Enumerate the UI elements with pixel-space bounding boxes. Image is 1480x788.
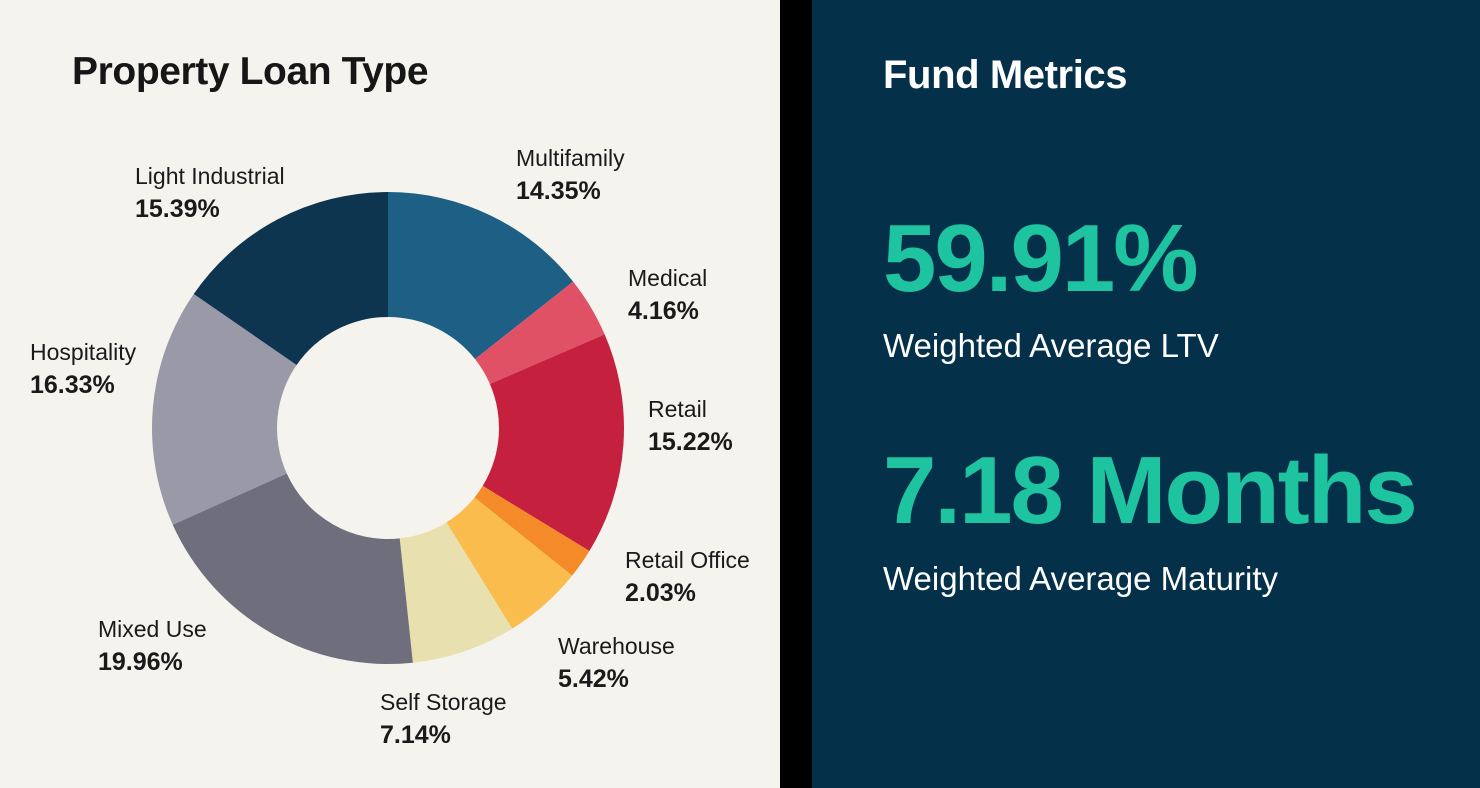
- slice-label-retail: Retail 15.22%: [648, 397, 733, 455]
- metric-label-weighted-average-maturity: Weighted Average Maturity: [883, 560, 1279, 597]
- slice-label-value: 19.96%: [98, 648, 183, 676]
- slice-label-value: 16.33%: [30, 371, 115, 399]
- slice-label-medical: Medical 4.16%: [628, 266, 707, 324]
- donut-segment-retail: [482, 334, 625, 552]
- slice-label-value: 7.14%: [380, 721, 451, 749]
- slice-label-name: Medical: [628, 265, 708, 291]
- slice-label-name: Retail Office: [625, 547, 750, 573]
- slice-label-value: 15.22%: [648, 428, 733, 456]
- panel-divider: [780, 0, 812, 788]
- slice-label-value: 15.39%: [135, 195, 220, 223]
- slice-label-retail-office: Retail Office 2.03%: [625, 548, 750, 606]
- metric-label-weighted-average-ltv: Weighted Average LTV: [883, 327, 1219, 364]
- donut-segment-medical: [475, 281, 605, 384]
- metric-value-weighted-average-maturity: 7.18 Months: [883, 437, 1418, 544]
- slice-label-name: Retail: [648, 396, 707, 422]
- donut-segment-self-storage: [399, 522, 513, 663]
- donut-segment-multifamily: [388, 192, 574, 360]
- donut-segment-mixed-use: [172, 473, 413, 665]
- donut-segment-light-industrial: [193, 192, 388, 365]
- slice-label-name: Hospitality: [30, 339, 137, 365]
- slice-label-name: Self Storage: [380, 689, 507, 715]
- slice-label-value: 4.16%: [628, 297, 699, 325]
- metric-value-weighted-average-ltv: 59.91%: [883, 205, 1199, 312]
- slice-label-value: 2.03%: [625, 579, 696, 607]
- fund-metrics-title: Fund Metrics: [883, 53, 1128, 97]
- slice-label-multifamily: Multifamily 14.35%: [516, 146, 625, 204]
- slice-label-mixed-use: Mixed Use 19.96%: [98, 617, 207, 675]
- chart-title: Property Loan Type: [72, 50, 429, 93]
- donut-chart: [152, 192, 625, 665]
- slice-label-name: Light Industrial: [135, 163, 285, 189]
- donut-segment-hospitality: [152, 294, 297, 525]
- property-loan-type-panel: Property Loan Type Multifamily 14.35% Medi…: [0, 0, 780, 788]
- slice-label-name: Warehouse: [558, 633, 675, 659]
- slice-label-warehouse: Warehouse 5.42%: [558, 634, 675, 692]
- slice-label-name: Multifamily: [516, 145, 625, 171]
- slice-label-light-industrial: Light Industrial 15.39%: [135, 164, 285, 222]
- slice-label-self-storage: Self Storage 7.14%: [380, 690, 507, 748]
- slice-label-hospitality: Hospitality 16.33%: [30, 340, 136, 398]
- slice-label-name: Mixed Use: [98, 616, 207, 642]
- slice-label-value: 14.35%: [516, 177, 601, 205]
- donut-segment-retail-office: [474, 485, 590, 576]
- donut-segment-warehouse: [446, 497, 573, 629]
- fund-metrics-panel: Fund Metrics 59.91% Weighted Average LTV…: [812, 0, 1480, 788]
- slice-label-value: 5.42%: [558, 665, 629, 693]
